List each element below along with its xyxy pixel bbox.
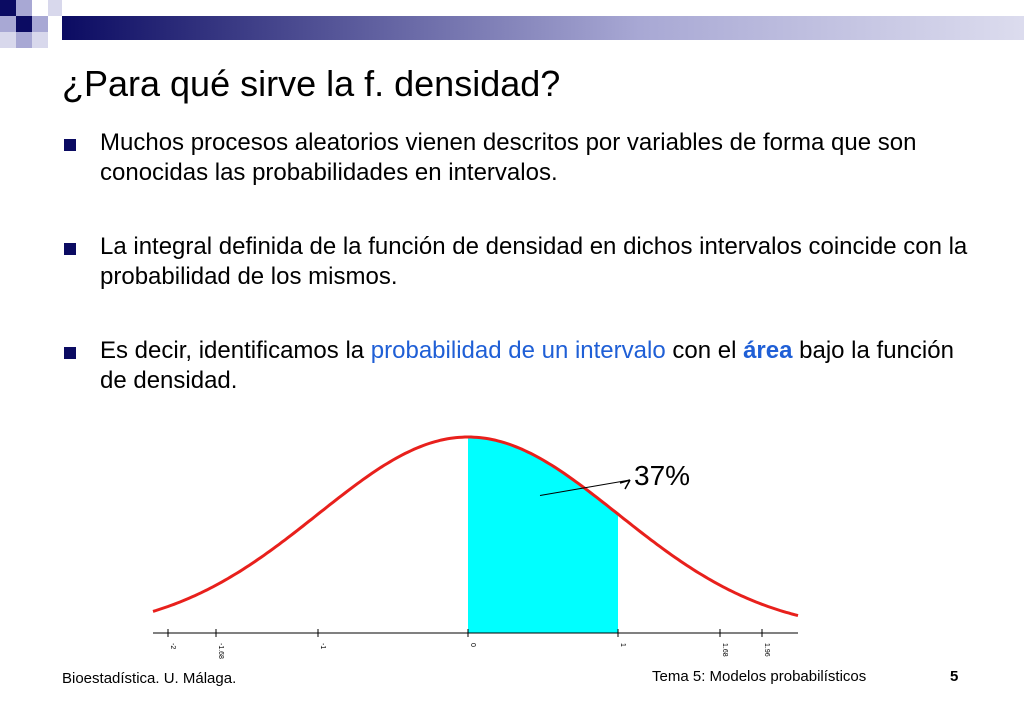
deco-square — [0, 16, 16, 32]
deco-square — [0, 32, 16, 48]
area-percentage-label: 37% — [634, 460, 690, 491]
bullet-text-pre: Es decir, identificamos la — [100, 337, 371, 364]
bullet-text: La integral definida de la función de de… — [100, 233, 968, 290]
deco-square — [16, 32, 32, 48]
highlight-area: área — [743, 337, 793, 364]
annotation-layer: 37% — [539, 460, 690, 497]
x-tick-label: 1 — [619, 643, 626, 647]
bullet-text: Muchos procesos aleatorios vienen descri… — [100, 129, 917, 186]
x-tick-label: -2 — [169, 643, 176, 649]
normal-density-chart: -2 -1.68 -1 0 1 1.68 1.96 37% — [152, 435, 799, 659]
footer-topic: Tema 5: Modelos probabilísticos — [652, 668, 867, 685]
highlight-probability-interval: probabilidad de un intervalo — [370, 337, 666, 364]
header-gradient-bar — [62, 16, 1024, 40]
bullet-text-mid: con el — [665, 337, 744, 364]
bullet-item: La integral definida de la función de de… — [62, 232, 972, 292]
bullet-list: Muchos procesos aleatorios vienen descri… — [62, 128, 972, 396]
axis-layer: -2 -1.68 -1 0 1 1.68 1.96 — [153, 629, 798, 659]
x-tick-label: 0 — [469, 643, 476, 647]
shaded-area-layer — [468, 437, 618, 633]
square-bullet-icon — [64, 347, 76, 359]
page-number: 5 — [950, 668, 959, 685]
deco-square — [32, 16, 48, 32]
curve-layer — [152, 435, 799, 618]
shaded-interval-area — [468, 437, 618, 633]
annotation-arrowhead — [619, 479, 631, 490]
deco-square — [16, 0, 32, 16]
deco-square — [16, 16, 32, 32]
x-tick-label: 1.68 — [721, 643, 728, 657]
slide-title: ¿Para qué sirve la f. densidad? — [62, 63, 561, 104]
bullet-item: Muchos procesos aleatorios vienen descri… — [62, 128, 972, 188]
x-tick-label: 1.96 — [763, 643, 770, 657]
deco-square — [32, 32, 48, 48]
annotation-arrow-line — [539, 479, 631, 497]
x-tick-label: -1.68 — [217, 643, 224, 659]
density-curve — [152, 435, 799, 618]
bullet-text-post: bajo la función de densidad. — [100, 337, 954, 394]
square-bullet-icon — [64, 139, 76, 151]
bullet-item: Es decir, identificamos la probabilidad … — [62, 336, 972, 396]
square-bullet-icon — [64, 243, 76, 255]
x-tick-label: -1 — [319, 643, 326, 649]
deco-square — [48, 0, 62, 16]
deco-square — [0, 0, 16, 16]
footer-institution: Bioestadística. U. Málaga. — [62, 670, 237, 687]
